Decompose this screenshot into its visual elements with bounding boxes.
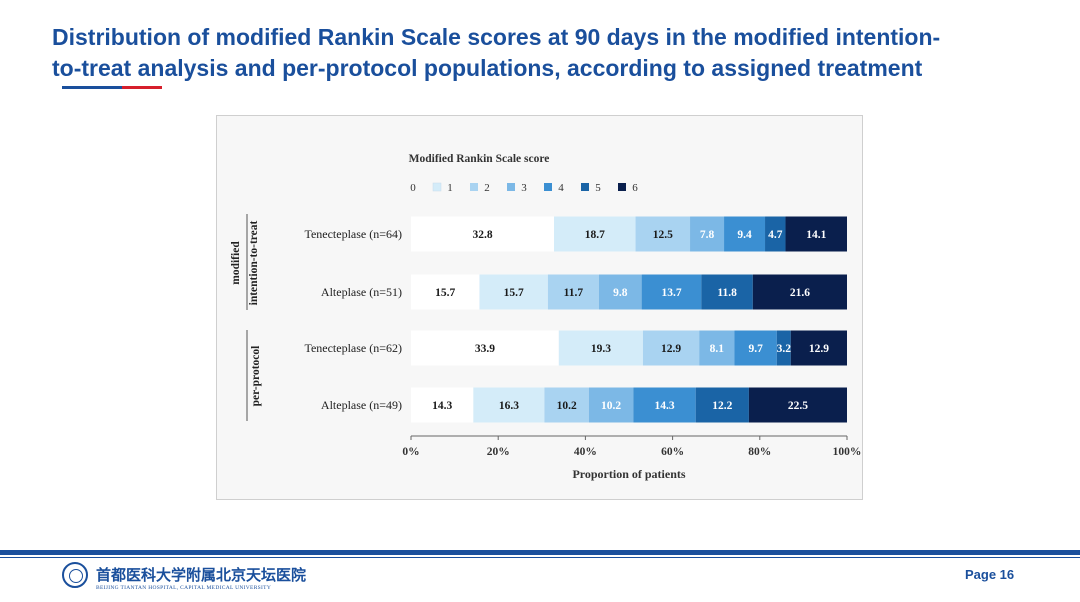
legend-label: 4 bbox=[558, 182, 564, 194]
bar-segment bbox=[411, 387, 474, 423]
bar-segment bbox=[748, 387, 847, 423]
mrs-distribution-chart: Modified Rankin Scale score 0 1 2 3 4 5 6 32.8 18… bbox=[230, 153, 862, 481]
bar-segment bbox=[558, 330, 643, 366]
data-label: 15.7 bbox=[504, 287, 524, 299]
data-label: 10.2 bbox=[601, 400, 621, 412]
bar-segment bbox=[547, 274, 599, 310]
x-tick-label: 40% bbox=[574, 446, 597, 458]
chart-frame: Modified Rankin Scale score 0 1 2 3 4 5 6 32.8 18… bbox=[216, 115, 863, 500]
x-tick-label: 60% bbox=[661, 446, 684, 458]
data-label: 12.9 bbox=[809, 343, 829, 355]
x-tick-label: 80% bbox=[748, 446, 771, 458]
data-label: 11.7 bbox=[564, 287, 584, 299]
data-label: 15.7 bbox=[435, 287, 455, 299]
legend-swatch bbox=[432, 182, 442, 192]
legend-swatch bbox=[470, 183, 478, 191]
x-axis-label: Proportion of patients bbox=[572, 467, 685, 481]
data-label: 11.8 bbox=[717, 287, 737, 299]
bar-segment bbox=[695, 387, 749, 423]
legend-swatch bbox=[618, 183, 626, 191]
bar-segment bbox=[785, 216, 847, 252]
data-label: 22.5 bbox=[788, 400, 808, 412]
footer-divider-thin bbox=[0, 557, 1080, 558]
bar-segment bbox=[752, 274, 847, 310]
bar-segment bbox=[642, 330, 700, 366]
title-line-1: Distribution of modified Rankin Scale sc… bbox=[52, 24, 941, 50]
data-label: 33.9 bbox=[475, 343, 495, 355]
data-label: 10.2 bbox=[557, 400, 577, 412]
legend-label: 1 bbox=[447, 182, 453, 194]
bar-segment bbox=[701, 274, 753, 310]
row-label: Alteplase (n=51) bbox=[321, 285, 402, 299]
data-label: 12.5 bbox=[653, 229, 673, 241]
bar-segment bbox=[411, 274, 480, 310]
page-number: Page 16 bbox=[965, 567, 1015, 582]
title-underline-red bbox=[122, 86, 162, 89]
row-label: Tenecteplase (n=62) bbox=[304, 341, 402, 355]
hospital-name-chinese: 首都医科大学附属北京天坛医院 bbox=[96, 566, 307, 584]
data-label: 16.3 bbox=[499, 400, 519, 412]
data-label: 9.8 bbox=[613, 287, 628, 299]
legend-label: 0 bbox=[410, 182, 416, 194]
bar-segment bbox=[724, 216, 766, 252]
legend-swatch bbox=[507, 183, 515, 191]
group-label: intention-to-treat bbox=[248, 220, 260, 305]
data-label: 14.1 bbox=[806, 229, 826, 241]
slide-title: Distribution of modified Rankin Scale sc… bbox=[52, 22, 1052, 84]
hospital-name-english: BEIJING TIANTAN HOSPITAL, CAPITAL MEDICA… bbox=[96, 585, 272, 591]
bar-segment bbox=[588, 387, 634, 423]
bar-segment bbox=[635, 216, 691, 252]
x-tick-label: 100% bbox=[833, 446, 862, 458]
legend-label: 3 bbox=[521, 182, 527, 194]
data-label: 12.9 bbox=[661, 343, 681, 355]
legend-swatch bbox=[544, 183, 552, 191]
data-label: 7.8 bbox=[700, 229, 715, 241]
row-label: Alteplase (n=49) bbox=[321, 398, 402, 412]
data-label: 4.7 bbox=[768, 229, 783, 241]
bar-segment bbox=[776, 330, 791, 366]
data-label: 9.4 bbox=[737, 229, 752, 241]
bar-segment bbox=[641, 274, 702, 310]
data-label: 9.7 bbox=[748, 343, 763, 355]
data-label: 8.1 bbox=[710, 343, 725, 355]
data-label: 21.6 bbox=[790, 287, 810, 299]
bar-segment bbox=[765, 216, 786, 252]
data-label: 32.8 bbox=[472, 229, 492, 241]
chart-title: Modified Rankin Scale score bbox=[409, 153, 550, 165]
university-logo-icon bbox=[62, 562, 88, 588]
legend-label: 2 bbox=[484, 182, 490, 194]
legend-label: 5 bbox=[595, 182, 601, 194]
x-tick-label: 0% bbox=[402, 446, 419, 458]
x-tick-label: 20% bbox=[487, 446, 510, 458]
data-label: 3.2 bbox=[777, 343, 792, 355]
legend-label: 6 bbox=[632, 182, 638, 194]
data-label: 14.3 bbox=[432, 400, 452, 412]
data-label: 18.7 bbox=[585, 229, 605, 241]
bar-segment bbox=[633, 387, 696, 423]
bar-segment bbox=[554, 216, 636, 252]
bar-segment bbox=[790, 330, 847, 366]
bar-segment bbox=[473, 387, 545, 423]
group-label: per-protocol bbox=[250, 346, 262, 407]
bar-segment bbox=[598, 274, 642, 310]
title-line-2: to-treat analysis and per-protocol popul… bbox=[52, 55, 923, 81]
bar-segment bbox=[411, 330, 559, 366]
bar-segment bbox=[699, 330, 735, 366]
bar-segment bbox=[544, 387, 589, 423]
data-label: 14.3 bbox=[654, 400, 674, 412]
bar-segment bbox=[734, 330, 777, 366]
data-label: 13.7 bbox=[661, 287, 681, 299]
data-label: 19.3 bbox=[591, 343, 611, 355]
footer-divider-thick bbox=[0, 550, 1080, 555]
data-label: 12.2 bbox=[712, 400, 732, 412]
row-label: Tenecteplase (n=64) bbox=[304, 227, 402, 241]
legend-swatch bbox=[581, 183, 589, 191]
bar-segment bbox=[690, 216, 725, 252]
bar-segment bbox=[411, 216, 555, 252]
bar-segment bbox=[479, 274, 548, 310]
group-label: modified bbox=[230, 241, 242, 285]
title-underline-blue bbox=[62, 86, 122, 89]
